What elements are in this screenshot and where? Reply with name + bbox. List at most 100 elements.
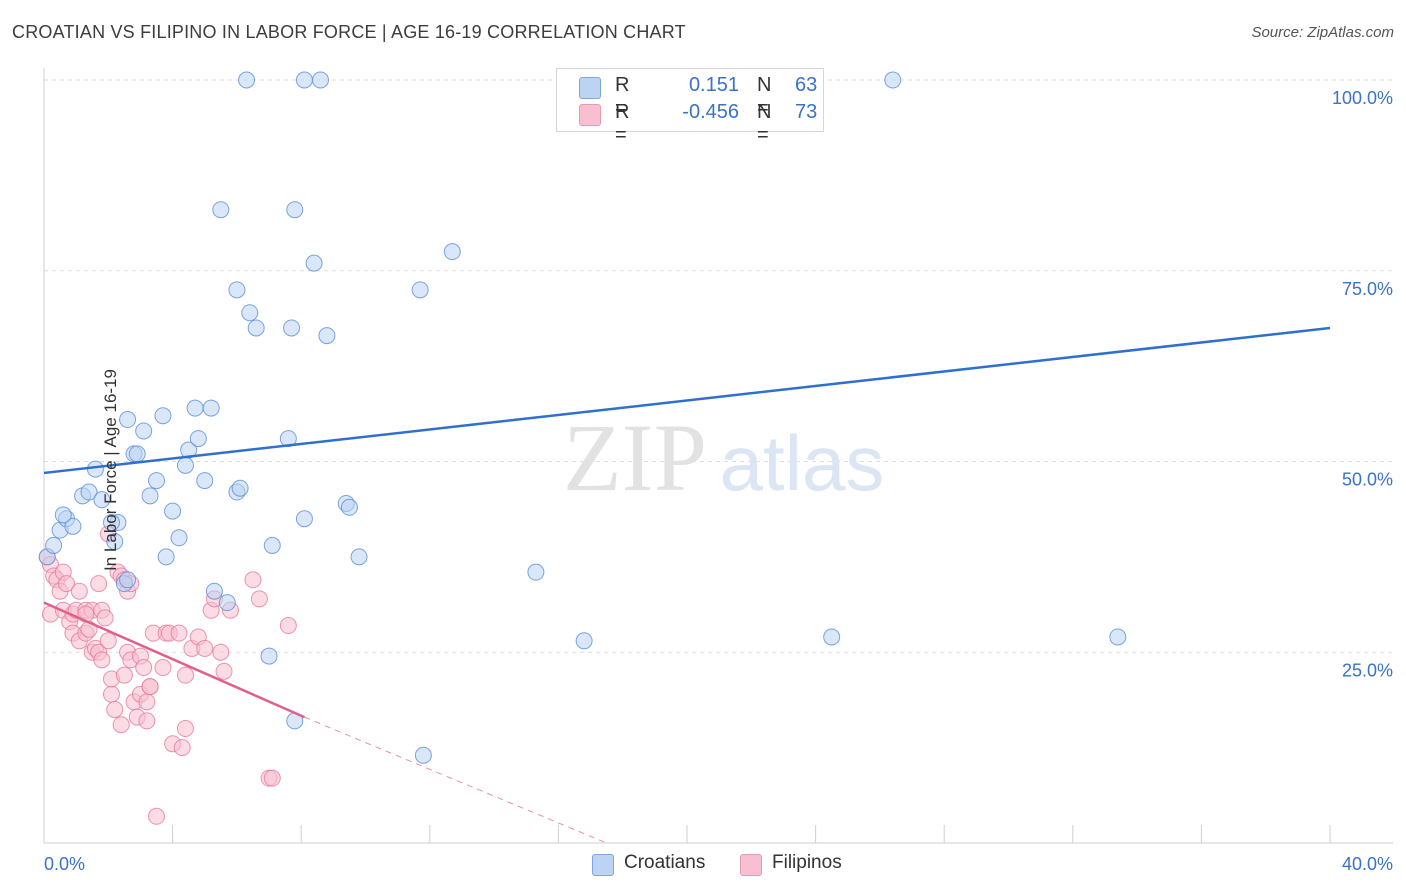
croatian-point-31 [205, 582, 223, 600]
croatian-point-32 [218, 594, 236, 612]
filipino-point-48 [141, 678, 159, 696]
croatian-point-4 [64, 517, 82, 535]
filipino-trend-extension [304, 716, 607, 844]
croatian-point-22 [157, 548, 175, 566]
filipino-point-71 [279, 617, 297, 635]
x-tick-label-0: 0.0% [44, 854, 85, 874]
trend-lines [43, 326, 1331, 844]
filipino-point-68 [250, 590, 268, 608]
legend-label-filipinos: Filipinos [772, 852, 842, 873]
croatian-point-1 [45, 536, 63, 554]
croatian-point-58 [238, 71, 256, 89]
legend-n-value: 73 [795, 101, 818, 123]
croatian-point-21 [154, 407, 172, 425]
croatian-point-46 [305, 254, 323, 272]
filipino-point-56 [173, 739, 191, 757]
correlation-legend: R = 0.151 N = 63 R = -0.456 N = 73 [556, 68, 824, 146]
filipino-point-30 [106, 700, 124, 718]
croatian-point-60 [311, 71, 329, 89]
croatian-point-53 [443, 243, 461, 261]
croatian-point-49 [340, 498, 358, 516]
filipino-point-50 [148, 807, 166, 825]
croatian-point-45 [295, 510, 313, 528]
croatian-point-59 [295, 71, 313, 89]
croatian-point-23 [164, 502, 182, 520]
croatian-point-26 [180, 441, 198, 459]
filipino-point-25 [96, 609, 114, 627]
croatian-point-17 [128, 445, 146, 463]
croatian-point-5 [54, 506, 72, 524]
filipino-point-7 [58, 575, 76, 593]
filipino-point-32 [112, 716, 130, 734]
legend-n-value: 63 [795, 74, 818, 96]
legend-n-label: N = [757, 74, 772, 119]
croatian-trend-line [43, 326, 1331, 475]
croatian-point-18 [135, 422, 153, 440]
legend-r-label: R = [615, 74, 630, 119]
filipino-point-45 [138, 693, 156, 711]
croatian-point-11 [103, 514, 121, 532]
croatian-point-54 [527, 563, 545, 581]
filipino-points [38, 525, 297, 825]
legend-r-value: 0.151 [688, 74, 739, 96]
croatian-point-36 [228, 281, 246, 299]
y-axis-label: In Labor Force | Age 16-19 [100, 369, 120, 571]
filipino-point-13 [70, 582, 88, 600]
croatian-point-37 [241, 304, 259, 322]
filipino-point-26 [99, 632, 117, 650]
axes [43, 68, 1393, 844]
legend-swatch-filipinos [740, 854, 762, 876]
filipino-point-23 [90, 575, 108, 593]
filipino-trend-line [43, 601, 305, 719]
filipino-point-64 [212, 643, 230, 661]
croatian-point-14 [119, 571, 137, 589]
filipino-point-28 [103, 685, 121, 703]
legend-r-value: -0.456 [682, 101, 739, 123]
legend-label-croatians: Croatians [624, 852, 706, 873]
filipino-point-67 [244, 571, 262, 589]
croatian-point-8 [93, 491, 111, 509]
croatian-point-51 [411, 281, 429, 299]
croatian-point-25 [176, 456, 194, 474]
filipino-point-34 [115, 666, 133, 684]
y-tick-label-3: 100.0% [1332, 88, 1393, 108]
croatian-point-20 [148, 472, 166, 490]
croatian-point-43 [286, 201, 304, 219]
filipino-point-51 [154, 659, 172, 677]
croatian-point-38 [247, 319, 265, 337]
croatian-point-24 [170, 529, 188, 547]
filipino-point-61 [196, 639, 214, 657]
filipino-point-55 [170, 624, 188, 642]
legend-n-label: N = [757, 101, 772, 146]
croatian-point-47 [318, 327, 336, 345]
croatian-point-55 [575, 632, 593, 650]
croatian-point-30 [202, 399, 220, 417]
legend-swatch-filipinos [579, 104, 601, 126]
croatian-point-28 [189, 430, 207, 448]
croatian-point-19 [141, 487, 159, 505]
source-label: Source: ZipAtlas.com [1251, 24, 1394, 41]
filipino-point-58 [176, 666, 194, 684]
gridlines [44, 79, 1393, 653]
croatian-point-39 [260, 647, 278, 665]
croatian-point-35 [212, 201, 230, 219]
legend-r-label: R = [615, 101, 630, 146]
watermark-zip: ZIP [563, 404, 707, 511]
croatian-point-62 [884, 71, 902, 89]
croatian-points [38, 71, 1127, 764]
y-tick-label-0: 25.0% [1342, 660, 1393, 680]
watermark-atlas: atlas [720, 419, 885, 507]
croatian-point-29 [196, 472, 214, 490]
y-tick-label-1: 50.0% [1342, 470, 1393, 490]
croatian-point-40 [263, 536, 281, 554]
croatian-point-42 [283, 319, 301, 337]
croatian-point-57 [1109, 628, 1127, 646]
filipino-point-22 [93, 651, 111, 669]
tick-labels: 25.0% 50.0% 75.0% 100.0% 0.0% 40.0% [44, 88, 1393, 874]
filipino-point-46 [138, 712, 156, 730]
filipino-point-44 [135, 659, 153, 677]
croatian-point-15 [119, 411, 137, 429]
croatian-point-56 [823, 628, 841, 646]
croatian-point-27 [186, 399, 204, 417]
